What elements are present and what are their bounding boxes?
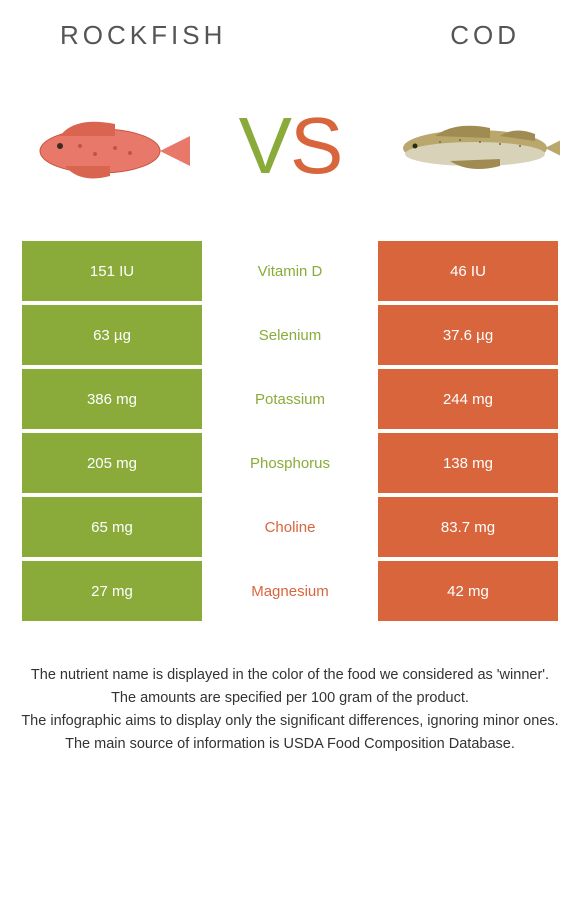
right-value-cell: 42 mg [378, 561, 558, 621]
right-value-cell: 37.6 µg [378, 305, 558, 365]
vs-label: VS [239, 100, 342, 192]
left-food-title: Rockfish [60, 20, 226, 51]
footnote-line: The nutrient name is displayed in the co… [20, 665, 560, 686]
footnotes: The nutrient name is displayed in the co… [0, 625, 580, 755]
cod-image [380, 96, 560, 196]
right-value-cell: 138 mg [378, 433, 558, 493]
rockfish-image [20, 96, 200, 196]
left-value-cell: 205 mg [22, 433, 202, 493]
table-row: 27 mgMagnesium42 mg [22, 561, 558, 621]
left-value-cell: 151 IU [22, 241, 202, 301]
table-row: 65 mgCholine83.7 mg [22, 497, 558, 557]
right-food-title: Cod [450, 20, 520, 51]
nutrient-name-cell: Magnesium [202, 561, 378, 621]
footnote-line: The main source of information is USDA F… [20, 734, 560, 755]
left-value-cell: 27 mg [22, 561, 202, 621]
table-row: 151 IUVitamin D46 IU [22, 241, 558, 301]
footnote-line: The amounts are specified per 100 gram o… [20, 688, 560, 709]
left-value-cell: 65 mg [22, 497, 202, 557]
right-value-cell: 244 mg [378, 369, 558, 429]
table-row: 63 µgSelenium37.6 µg [22, 305, 558, 365]
left-value-cell: 386 mg [22, 369, 202, 429]
nutrient-name-cell: Potassium [202, 369, 378, 429]
nutrient-name-cell: Choline [202, 497, 378, 557]
right-value-cell: 83.7 mg [378, 497, 558, 557]
vs-s-letter: S [290, 101, 341, 190]
table-row: 386 mgPotassium244 mg [22, 369, 558, 429]
left-value-cell: 63 µg [22, 305, 202, 365]
nutrient-table: 151 IUVitamin D46 IU63 µgSelenium37.6 µg… [0, 241, 580, 621]
images-row: VS [0, 61, 580, 241]
nutrient-name-cell: Selenium [202, 305, 378, 365]
nutrient-name-cell: Vitamin D [202, 241, 378, 301]
header-row: Rockfish Cod [0, 0, 580, 61]
footnote-line: The infographic aims to display only the… [20, 711, 560, 732]
right-value-cell: 46 IU [378, 241, 558, 301]
nutrient-name-cell: Phosphorus [202, 433, 378, 493]
table-row: 205 mgPhosphorus138 mg [22, 433, 558, 493]
vs-v-letter: V [239, 101, 290, 190]
